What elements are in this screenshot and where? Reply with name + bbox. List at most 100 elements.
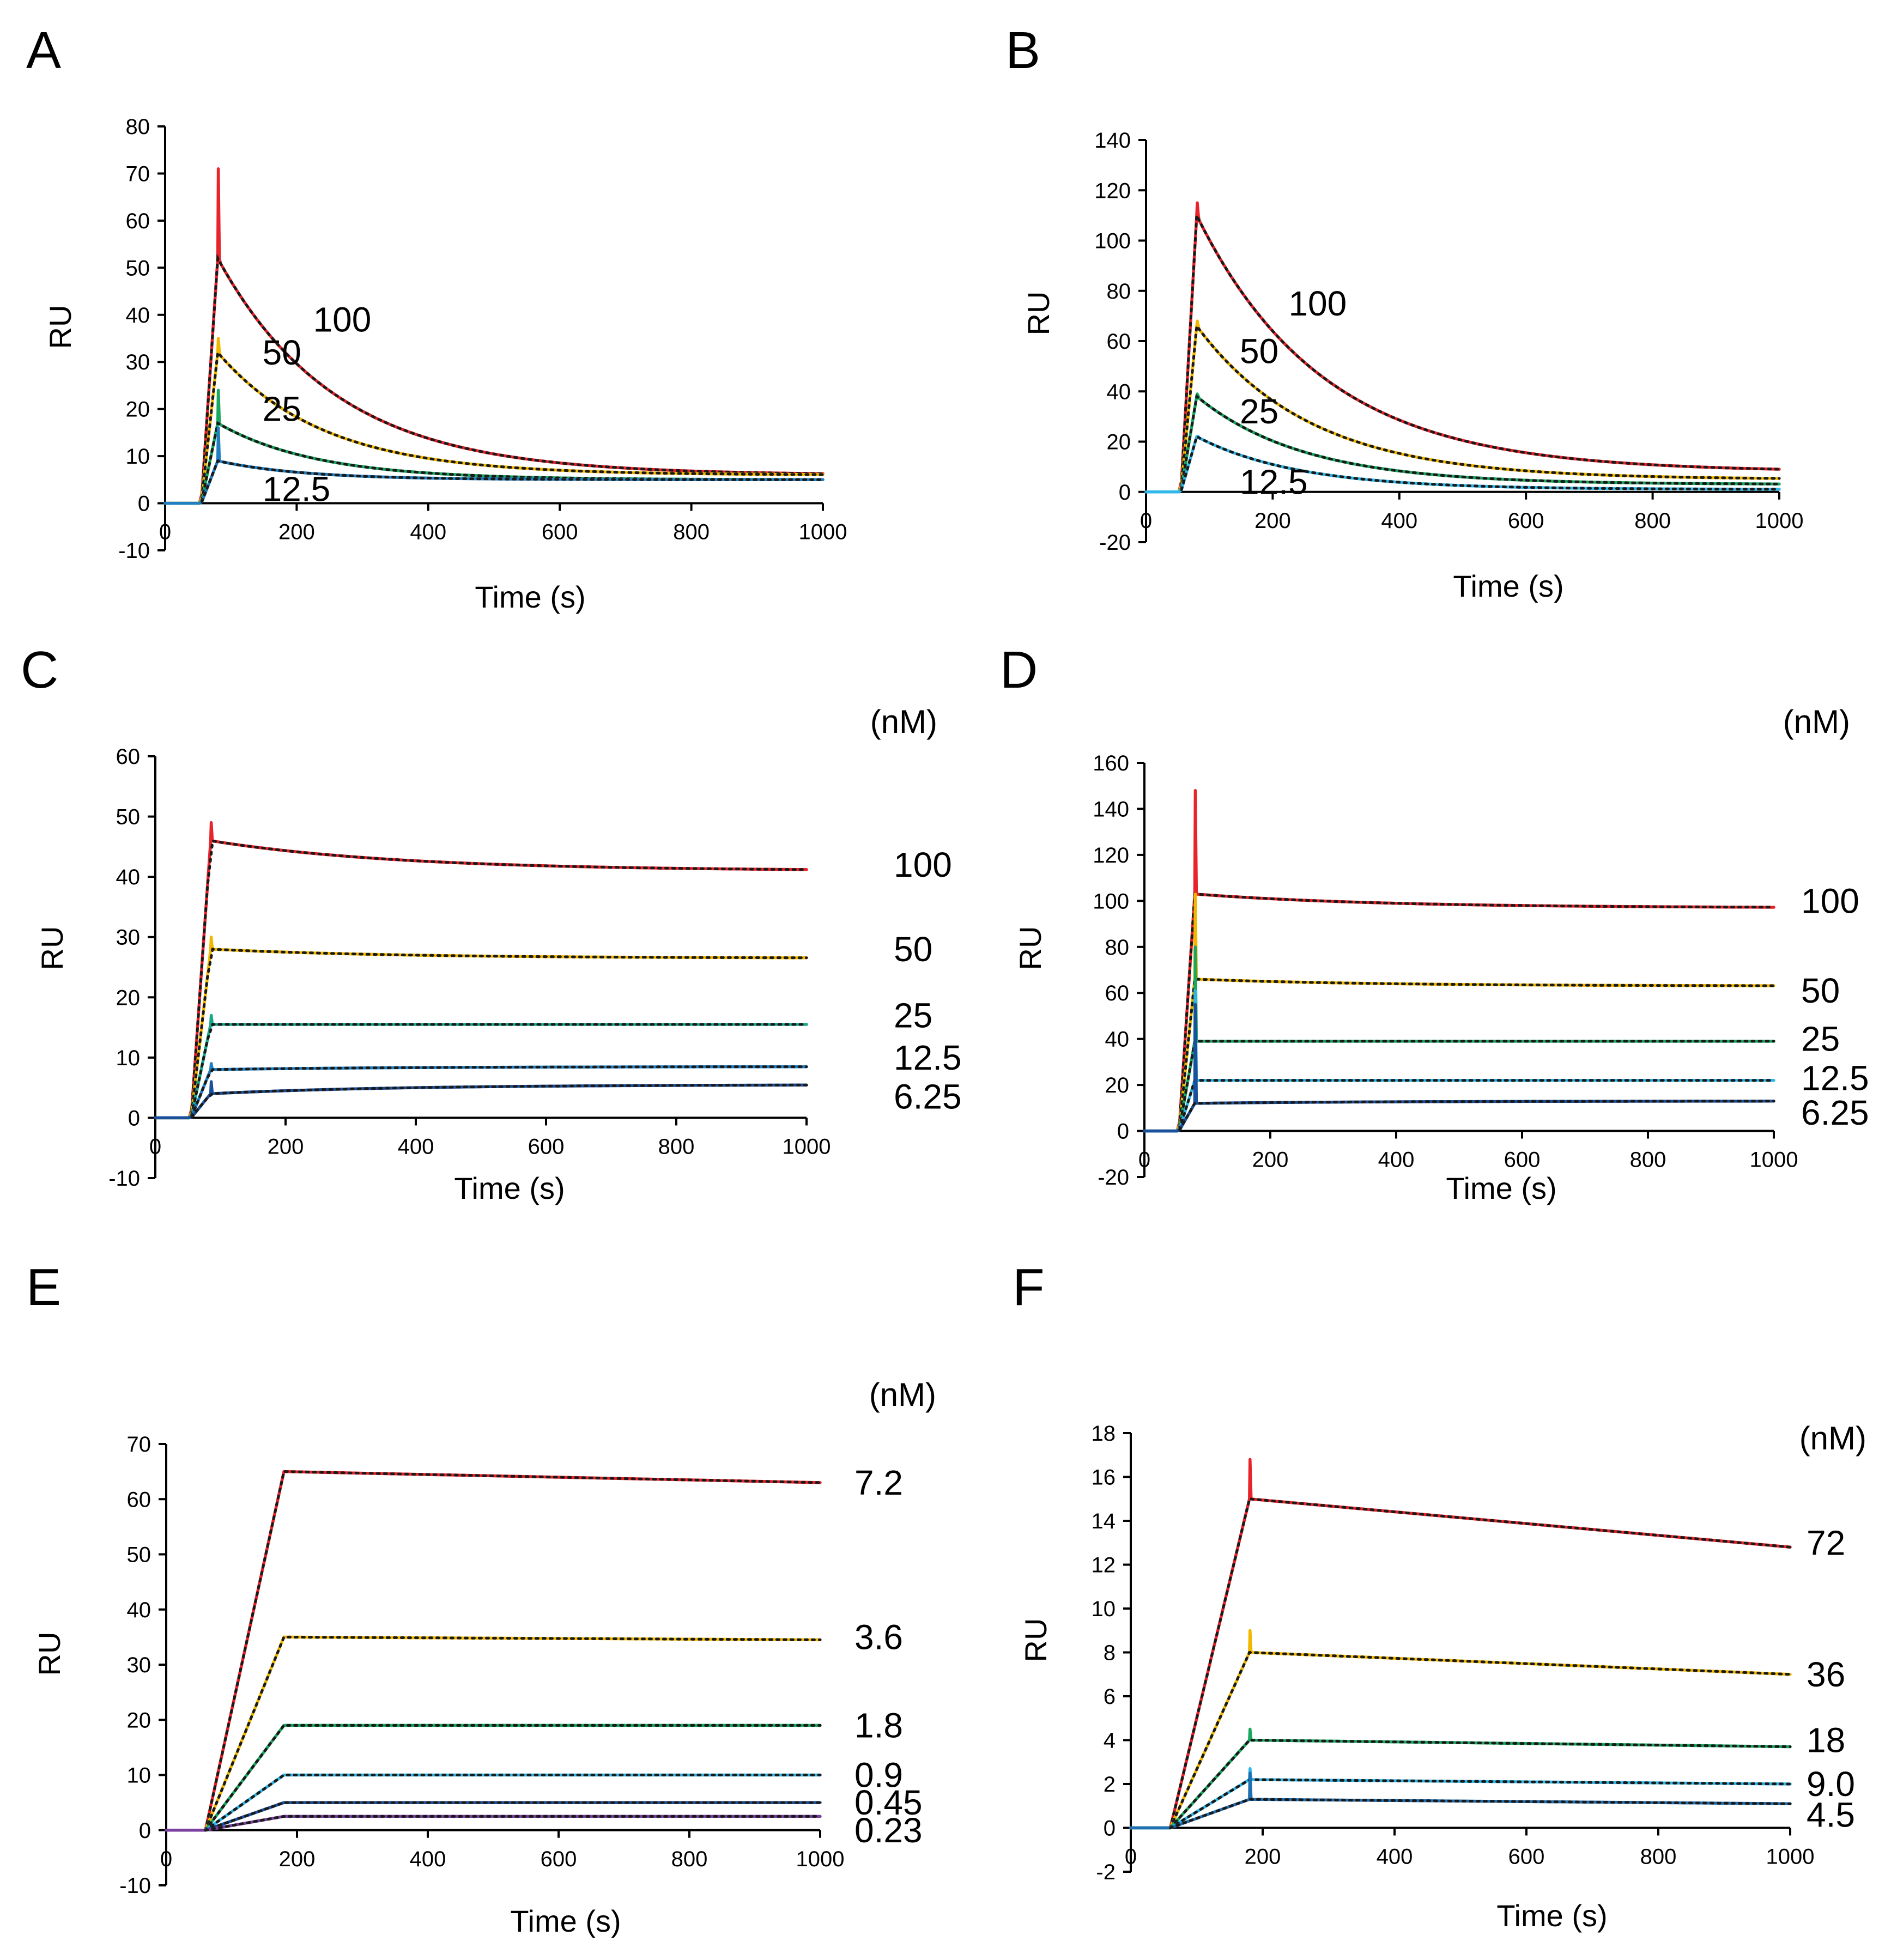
panel-f-label: F xyxy=(1013,1258,1045,1316)
panel-b-y-tick-label: 120 xyxy=(1094,179,1131,203)
panel-c-series-5-label: 6.25 xyxy=(894,1077,962,1116)
panel-e-series-1-fit xyxy=(204,1470,822,1832)
panel-a-y-tick-label: 30 xyxy=(126,350,150,374)
panel-f-unit-label: (nM) xyxy=(1799,1420,1866,1457)
panel-e-series-5-fit xyxy=(204,1801,822,1832)
panel-b-series-3-fit xyxy=(1180,393,1781,490)
panel-f-y-tick-label: -2 xyxy=(1096,1860,1116,1884)
panel-e-series-2-fit xyxy=(204,1635,822,1832)
panel-f-y-tick-label: 4 xyxy=(1104,1729,1116,1753)
panel-d-series-2-label: 50 xyxy=(1801,971,1840,1010)
panel-f-series-4-curve xyxy=(1129,1767,1792,1830)
panel-b-y-tick-label: 0 xyxy=(1119,481,1131,505)
panel-a-series-2-label: 50 xyxy=(263,333,301,372)
panel-b-x-axis-title: Time (s) xyxy=(1453,569,1563,603)
panel-a-y-axis-title: RU xyxy=(43,305,77,349)
panel-f-series-2-fit xyxy=(1169,1650,1792,1829)
panel-f-x-tick-label: 0 xyxy=(1125,1845,1137,1869)
panel-a-y-tick-label: 60 xyxy=(126,209,150,233)
panel-e: E (nM) RU Time (s) -10 0 10 20 30 40 50 60 70 0 20… xyxy=(26,1258,936,1938)
panel-d-x-tick-label: 600 xyxy=(1504,1148,1541,1172)
panel-e-y-tick-label: -10 xyxy=(119,1874,151,1898)
panel-d-y-tick-label: 0 xyxy=(1117,1120,1129,1144)
panel-d-x-tick-label: 800 xyxy=(1630,1148,1666,1172)
panel-d: D (nM) RU Time (s) -20 0 20 40 60 80 100 120 140… xyxy=(1000,641,1869,1205)
panel-c-series-2-label: 50 xyxy=(894,930,932,969)
panel-c-y-tick-label: 30 xyxy=(116,926,141,950)
panel-b-x-tick-label: 200 xyxy=(1254,509,1291,533)
panel-c-series-5-fit xyxy=(190,1083,808,1119)
panel-a-x-tick-label: 0 xyxy=(159,520,171,544)
panel-d-y-tick-label: 160 xyxy=(1093,751,1129,775)
panel-b-y-axis-title: RU xyxy=(1021,292,1056,336)
panel-e-plot: -10 0 10 20 30 40 50 60 70 0 200 400 600 800 1000 7.2 3.… xyxy=(119,1433,922,1898)
panel-c-y-tick-label: 50 xyxy=(116,805,141,829)
panel-e-y-tick-label: 30 xyxy=(127,1653,151,1677)
panel-a-y-tick-label: 0 xyxy=(138,492,150,516)
panel-c-series-4-label: 12.5 xyxy=(894,1038,962,1077)
panel-f-y-tick-label: 10 xyxy=(1092,1597,1116,1621)
panel-f-series-3-label: 18 xyxy=(1807,1721,1845,1760)
panel-c-x-tick-label: 600 xyxy=(528,1134,565,1158)
panel-a-series-3-label: 25 xyxy=(263,390,301,429)
panel-a-x-tick-label: 600 xyxy=(542,520,578,544)
panel-c-x-tick-label: 0 xyxy=(149,1134,161,1158)
panel-d-y-tick-label: 80 xyxy=(1105,936,1130,960)
panel-d-y-tick-label: 140 xyxy=(1093,797,1129,821)
panel-a-y-tick-label: 80 xyxy=(126,115,150,139)
panel-c-x-tick-label: 800 xyxy=(658,1134,695,1158)
panel-b-x-tick-label: 0 xyxy=(1140,509,1152,533)
panel-f-x-tick-label: 1000 xyxy=(1766,1845,1815,1869)
panel-b-y-tick-label: 80 xyxy=(1107,280,1131,304)
panel-c-y-tick-label: 20 xyxy=(116,986,141,1010)
panel-e-y-axis-title: RU xyxy=(32,1632,66,1676)
panel-e-series-6-fit xyxy=(204,1815,822,1832)
panel-c-series-3-fit xyxy=(190,1023,808,1116)
panel-b-plot: -20 0 20 40 60 80 100 120 140 0 200 400 600 800 1000 10… xyxy=(1094,129,1803,555)
panel-c-series-3-label: 25 xyxy=(894,996,932,1035)
panel-d-series-1-fit xyxy=(1178,893,1775,1123)
panel-c-x-tick-label: 200 xyxy=(268,1134,304,1158)
panel-f-series-3-fit xyxy=(1169,1738,1792,1829)
panel-f-x-axis-title: Time (s) xyxy=(1496,1898,1607,1933)
panel-d-series-4-fit xyxy=(1178,1079,1775,1131)
panel-c-y-tick-label: 60 xyxy=(116,745,141,769)
panel-e-y-tick-label: 40 xyxy=(127,1598,151,1622)
panel-f-y-tick-label: 16 xyxy=(1092,1466,1116,1490)
panel-f-y-tick-label: 18 xyxy=(1092,1422,1116,1446)
panel-c-x-axis-title: Time (s) xyxy=(454,1171,565,1205)
panel-c-y-axis-title: RU xyxy=(35,926,69,970)
panel-f: F (nM) RU Time (s) -2 0 2 4 6 8 10 12 14 16 18 0 200… xyxy=(1013,1258,1866,1933)
panel-c-y-tick-label: 0 xyxy=(128,1106,140,1130)
panel-f-y-tick-label: 0 xyxy=(1104,1817,1116,1841)
panel-f-x-tick-label: 200 xyxy=(1245,1845,1281,1869)
panel-d-series-3-fit xyxy=(1178,1040,1775,1129)
panel-b-series-1-fit xyxy=(1180,210,1781,482)
panel-b: B RU Time (s) -20 0 20 40 60 80 100 120 140 0 200 4… xyxy=(1005,21,1803,603)
panel-b-series-4-label: 12.5 xyxy=(1240,462,1308,501)
panel-f-y-tick-label: 14 xyxy=(1092,1509,1116,1533)
panel-f-x-tick-label: 600 xyxy=(1508,1845,1545,1869)
panel-c-series-4-fit xyxy=(190,1065,808,1118)
panel-b-label: B xyxy=(1005,21,1040,80)
panel-a-x-tick-label: 800 xyxy=(673,520,710,544)
panel-e-series-5-label: 0.45 xyxy=(854,1783,923,1822)
panel-e-series-6-label: 0.23 xyxy=(854,1811,923,1850)
panel-f-y-tick-label: 6 xyxy=(1104,1685,1116,1709)
panel-c-x-tick-label: 400 xyxy=(398,1134,434,1158)
panel-e-series-4-label: 0.9 xyxy=(854,1756,903,1795)
panel-f-y-axis-title: RU xyxy=(1019,1618,1053,1662)
panel-e-unit-label: (nM) xyxy=(869,1376,936,1413)
panel-c-y-tick-label: 40 xyxy=(116,865,141,889)
panel-d-series-4-label: 12.5 xyxy=(1801,1058,1869,1097)
panel-d-y-tick-label: 120 xyxy=(1093,844,1129,867)
panel-e-y-tick-label: 10 xyxy=(127,1764,151,1788)
panel-d-series-1-label: 100 xyxy=(1801,881,1859,920)
panel-c-unit-label: (nM) xyxy=(870,703,937,740)
panel-a-x-tick-label: 200 xyxy=(278,520,315,544)
panel-e-y-tick-label: 60 xyxy=(127,1488,151,1512)
panel-f-x-tick-label: 800 xyxy=(1640,1845,1677,1869)
